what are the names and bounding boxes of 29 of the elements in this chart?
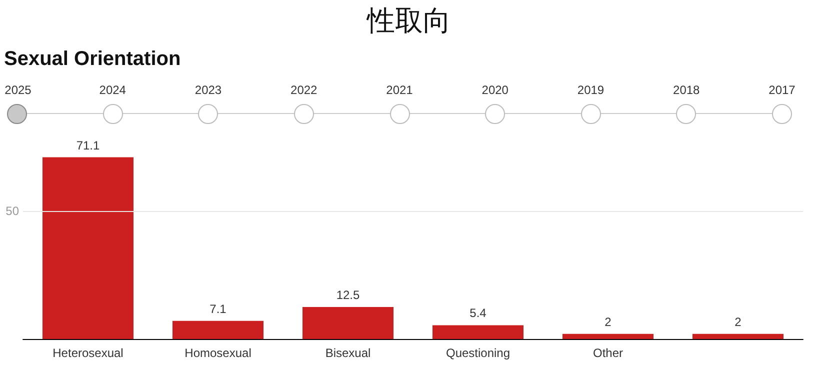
- bar: [42, 157, 134, 339]
- text: 2025: [4, 83, 32, 97]
- ref-line-label: 50: [6, 204, 20, 218]
- data-label: 71.1: [76, 138, 100, 152]
- x-tick-label: Homosexual: [184, 346, 252, 360]
- text: 2023: [194, 83, 222, 97]
- data-label: 2: [734, 314, 742, 329]
- text: 2018: [673, 83, 700, 97]
- chart-title: 性取向: [366, 3, 452, 39]
- bar: [562, 334, 654, 339]
- bar: [692, 334, 784, 339]
- x-tick-label: Bisexual: [325, 346, 371, 360]
- text: 2024: [99, 83, 126, 97]
- data-label: 5.4: [470, 306, 487, 320]
- text: 2017: [768, 83, 796, 97]
- text: 2020: [482, 83, 508, 97]
- data-label: 12.5: [336, 288, 360, 302]
- bar: [302, 307, 394, 339]
- text: 2022: [290, 83, 318, 97]
- text: 2021: [386, 83, 413, 97]
- x-tick-label: Questioning: [446, 346, 510, 360]
- bar: [172, 320, 264, 339]
- bar: [432, 325, 524, 339]
- x-tick-label: Other: [592, 346, 624, 360]
- data-label: 2: [604, 314, 612, 329]
- x-tick-label: Heterosexual: [52, 346, 124, 360]
- chart-subtitle: Sexual Orientation: [4, 48, 181, 71]
- data-label: 7.1: [210, 302, 227, 316]
- text: 2019: [577, 83, 604, 97]
